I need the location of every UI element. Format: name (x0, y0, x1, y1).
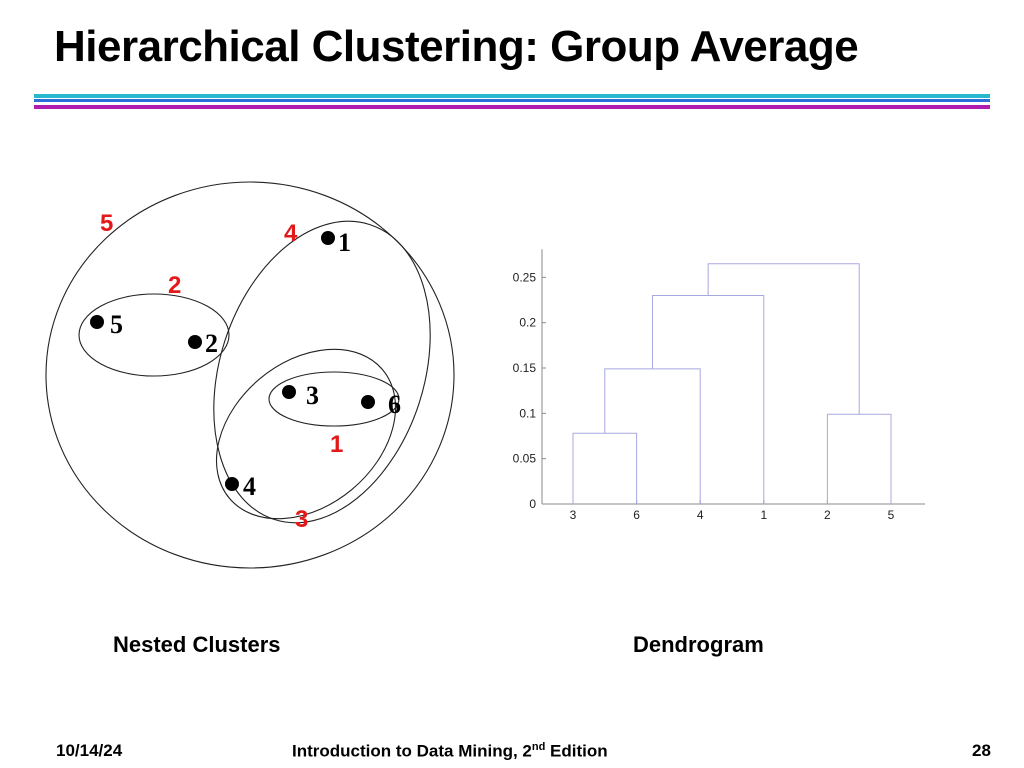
x-tick-label: 1 (760, 508, 767, 522)
point-1-marker (321, 231, 335, 245)
cluster-label-3: 3 (295, 506, 308, 533)
dendrogram-link (652, 294, 765, 504)
point-3-marker (282, 385, 296, 399)
cluster-5-outline (45, 181, 455, 569)
cluster-label-4: 4 (284, 220, 298, 247)
point-3-label: 3 (306, 381, 319, 410)
nested-clusters-caption: Nested Clusters (113, 632, 281, 657)
cluster-3-outline (215, 348, 397, 520)
y-tick-label: 0.2 (519, 316, 536, 330)
cluster-2-outline (78, 293, 230, 377)
point-4-label: 4 (243, 472, 256, 501)
footer-course-rest: Edition (545, 741, 608, 761)
dendrogram-link (604, 368, 701, 504)
x-tick-label: 2 (824, 508, 831, 522)
footer-course-main: Introduction to Data Mining, 2 (292, 741, 532, 761)
x-tick-label: 5 (888, 508, 895, 522)
title-rule-top (34, 94, 990, 98)
footer-course-superscript: nd (531, 741, 546, 753)
cluster-4-outline (213, 220, 431, 524)
point-1-label: 1 (338, 228, 351, 257)
point-2-label: 2 (205, 329, 218, 358)
data-points (90, 231, 375, 491)
x-tick-label: 3 (570, 508, 577, 522)
dendrogram-link (707, 263, 860, 415)
point-4-marker (225, 477, 239, 491)
footer-course: Introduction to Data Mining, 2nd Edition (292, 741, 608, 762)
title-rule-middle (34, 99, 990, 102)
y-tick-label: 0.05 (513, 452, 537, 466)
x-tick-label: 6 (633, 508, 640, 522)
point-5-marker (90, 315, 104, 329)
footer-page-number: 28 (972, 741, 991, 760)
y-tick-label: 0.1 (519, 406, 536, 420)
y-tick-label: 0.15 (513, 361, 537, 375)
cluster-label-5: 5 (100, 210, 113, 237)
point-2-marker (188, 335, 202, 349)
point-5-label: 5 (110, 310, 123, 339)
slide-title: Hierarchical Clustering: Group Average (54, 22, 859, 71)
y-tick-label: 0.25 (513, 270, 537, 284)
dendrogram-link (572, 432, 638, 504)
dendrogram-caption: Dendrogram (633, 632, 764, 657)
cluster-1-outline (268, 371, 400, 427)
cluster-label-1: 1 (330, 431, 343, 458)
point-6-label: 6 (388, 390, 401, 419)
title-rule-bottom (34, 105, 990, 109)
point-6-marker (361, 395, 375, 409)
x-tick-label: 4 (697, 508, 704, 522)
y-tick-label: 0 (529, 497, 536, 511)
footer-date: 10/14/24 (56, 741, 123, 760)
dendrogram-link (826, 413, 892, 504)
cluster-label-2: 2 (168, 272, 181, 299)
